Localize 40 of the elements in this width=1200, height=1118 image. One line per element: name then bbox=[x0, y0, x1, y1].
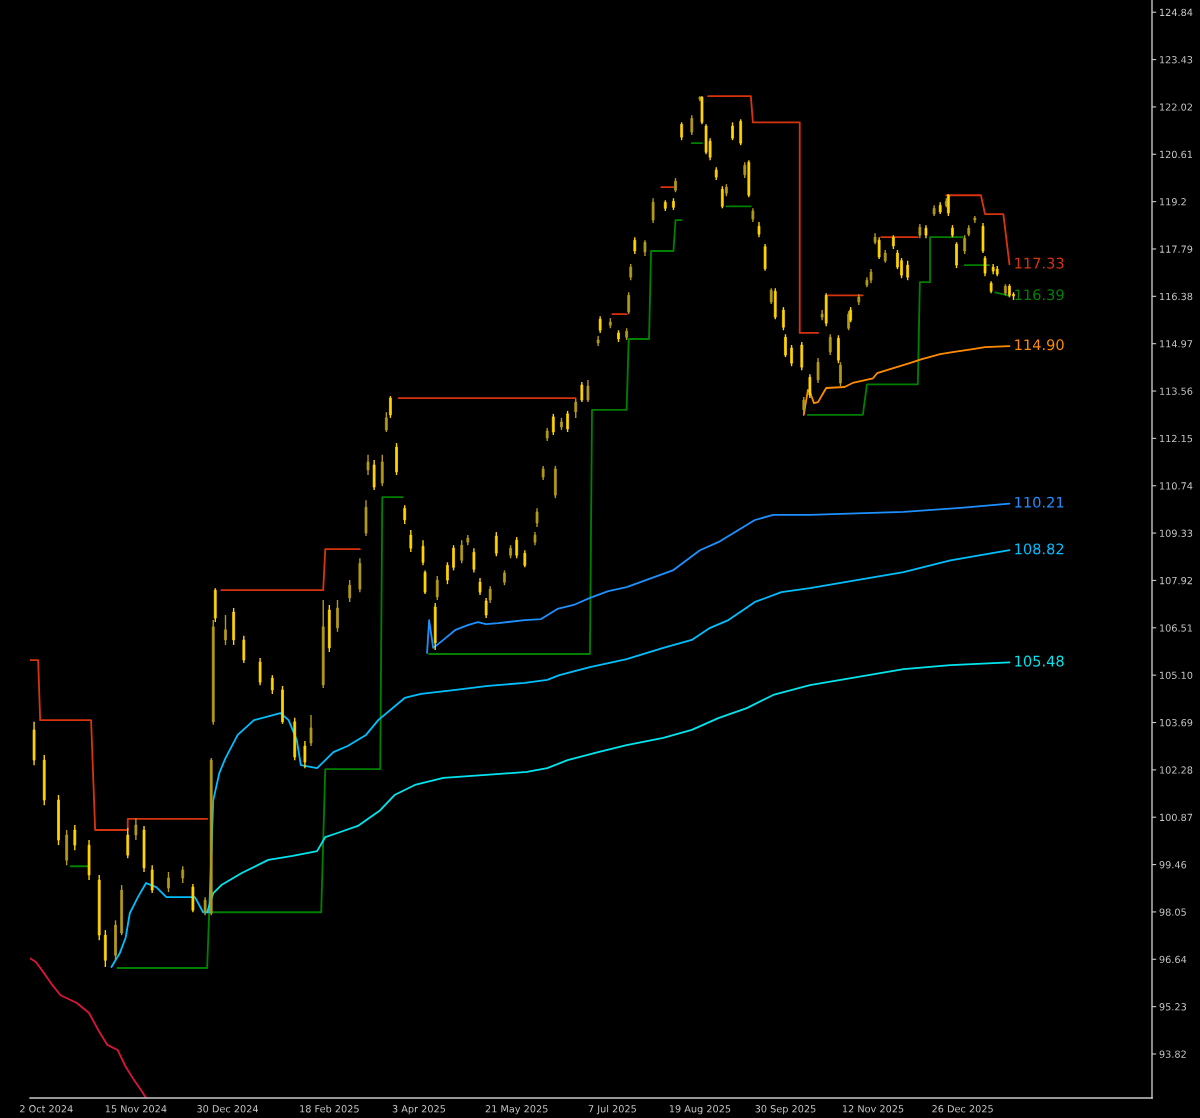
y-tick-label: 120.61 bbox=[1160, 150, 1193, 159]
x-tick-label: 3 Apr 2025 bbox=[392, 1105, 446, 1115]
y-tick-label: 107.92 bbox=[1160, 576, 1192, 585]
y-tick-label: 106.51 bbox=[1160, 624, 1193, 632]
y-tick-label: 116.38 bbox=[1160, 292, 1193, 301]
y-tick-label: 100.87 bbox=[1160, 813, 1193, 822]
x-tick-label: 21 May 2025 bbox=[485, 1105, 548, 1115]
x-tick-label: 12 Nov 2025 bbox=[842, 1105, 904, 1113]
y-tick-label: 119.2 bbox=[1160, 198, 1186, 206]
data-label: 114.90 bbox=[1015, 339, 1064, 351]
y-tick-label: 93.82 bbox=[1159, 1050, 1186, 1058]
x-tick-label: 2 Oct 2024 bbox=[20, 1105, 73, 1113]
y-tick-label: 122.02 bbox=[1160, 103, 1192, 111]
data-label: 105.48 bbox=[1015, 655, 1064, 667]
y-tick-label: 109.33 bbox=[1160, 529, 1193, 537]
x-tick-label: 30 Dec 2024 bbox=[197, 1105, 259, 1113]
data-label: 117.33 bbox=[1015, 257, 1064, 269]
y-tick-label: 103.69 bbox=[1160, 718, 1193, 727]
y-tick-label: 96.64 bbox=[1159, 955, 1187, 964]
y-tick-label: 113.56 bbox=[1160, 387, 1193, 395]
y-tick-label: 95.23 bbox=[1159, 1003, 1186, 1011]
x-tick-label: 19 Aug 2025 bbox=[669, 1105, 731, 1115]
y-tick-label: 123.43 bbox=[1160, 56, 1193, 64]
y-tick-label: 110.74 bbox=[1160, 482, 1193, 490]
y-tick-label: 112.15 bbox=[1160, 434, 1193, 443]
y-tick-label: 105.10 bbox=[1160, 671, 1193, 679]
y-tick-label: 98.05 bbox=[1159, 908, 1186, 916]
x-tick-label: 18 Feb 2025 bbox=[300, 1104, 359, 1113]
data-label: 110.21 bbox=[1015, 496, 1064, 508]
y-tick-label: 124.84 bbox=[1160, 8, 1193, 17]
y-tick-label: 102.28 bbox=[1160, 766, 1193, 774]
data-label: 116.39 bbox=[1015, 289, 1064, 301]
x-tick-label: 30 Sep 2025 bbox=[755, 1105, 816, 1115]
data-label: 108.82 bbox=[1015, 543, 1064, 555]
x-tick-label: 26 Dec 2025 bbox=[932, 1105, 993, 1113]
y-tick-label: 117.79 bbox=[1160, 245, 1193, 253]
y-tick-label: 114.97 bbox=[1160, 340, 1193, 348]
x-tick-label: 15 Nov 2024 bbox=[105, 1105, 167, 1113]
y-tick-label: 99.46 bbox=[1159, 861, 1187, 869]
x-tick-label: 7 Jul 2025 bbox=[588, 1104, 636, 1115]
